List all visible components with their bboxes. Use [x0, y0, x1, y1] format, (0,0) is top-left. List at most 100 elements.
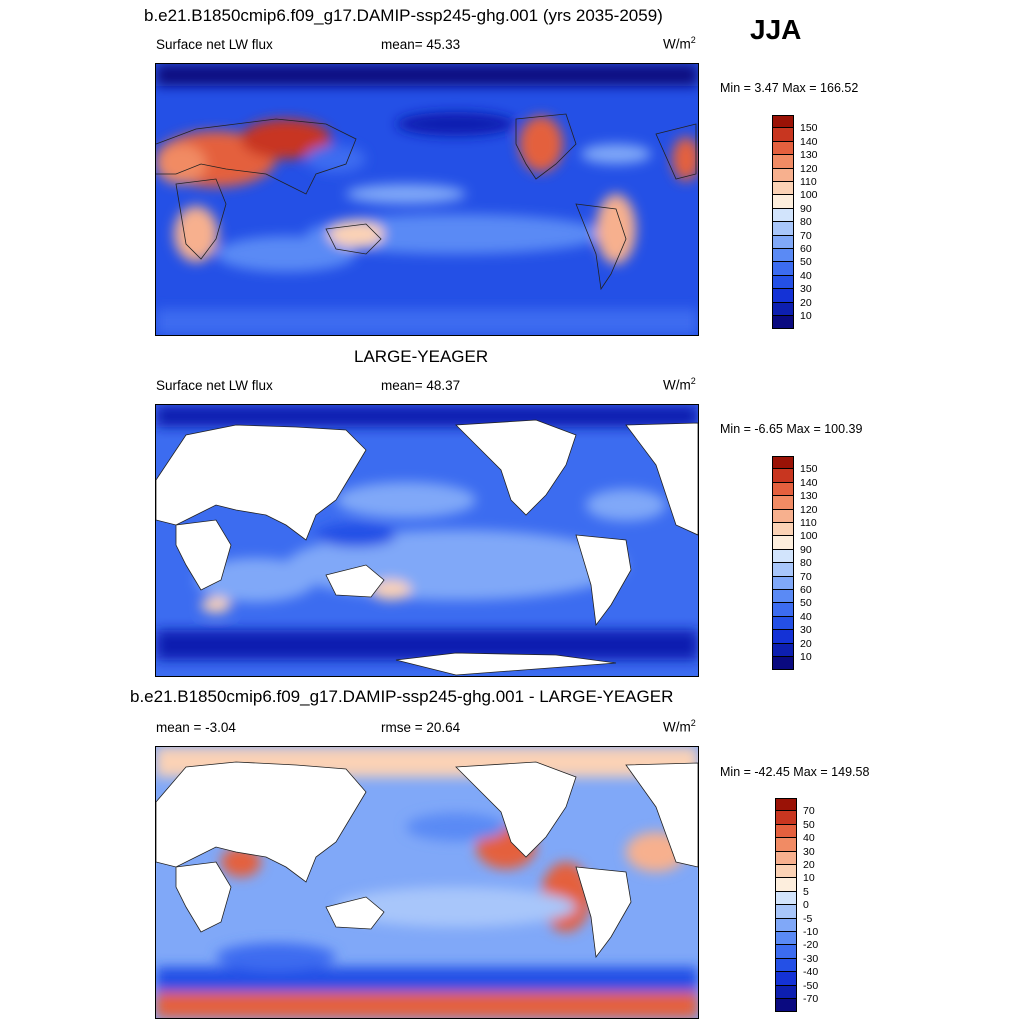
- colorbar-tick-label: 120: [800, 503, 818, 516]
- colorbar-tick-label: 80: [800, 557, 812, 570]
- panel3-map: [155, 746, 699, 1019]
- colorbar-tick-label: 130: [800, 149, 818, 162]
- colorbar-swatch: [772, 182, 794, 196]
- colorbar-tick-label: -50: [803, 979, 819, 992]
- colorbar-swatch: [775, 824, 797, 839]
- colorbar-tick-label: 40: [803, 832, 815, 845]
- colorbar-swatch: [772, 482, 794, 497]
- panel2-map: [155, 404, 699, 677]
- panel3-units: W/m2: [663, 718, 696, 735]
- colorbar-tick-label: -30: [803, 952, 819, 965]
- colorbar-swatch: [772, 115, 794, 129]
- colorbar-tick-label: 70: [800, 570, 812, 583]
- panel2-land: [156, 419, 698, 676]
- colorbar-swatch: [772, 249, 794, 263]
- panel1-coastlines: [156, 113, 697, 291]
- colorbar-tick-label: 30: [800, 624, 812, 637]
- colorbar-swatch: [772, 141, 794, 156]
- panel1-variable-label: Surface net LW flux: [156, 37, 273, 52]
- colorbar-tick-label: 140: [800, 476, 818, 489]
- colorbar-swatch: [772, 456, 794, 470]
- colorbar-tick-label: -70: [803, 993, 819, 1005]
- colorbar-swatch: [772, 603, 794, 617]
- colorbar-swatch: [772, 563, 794, 577]
- panel2-units: W/m2: [663, 376, 696, 393]
- colorbar-tick-label: 50: [803, 818, 815, 831]
- colorbar-swatch: [772, 208, 794, 223]
- colorbar-swatch: [772, 128, 794, 142]
- panel1-mean-label: mean= 45.33: [381, 37, 461, 52]
- colorbar-tick-label: 60: [800, 584, 812, 596]
- colorbar-swatch: [775, 918, 797, 932]
- colorbar-tick-label: 70: [803, 805, 815, 818]
- colorbar-swatch: [775, 811, 797, 825]
- colorbar-tick-label: 100: [800, 530, 818, 543]
- colorbar-swatch: [775, 891, 797, 906]
- colorbar-frame: [772, 456, 794, 671]
- colorbar-tick-label: 140: [800, 135, 818, 148]
- colorbar-tick-label: 10: [803, 872, 815, 885]
- colorbar-swatch: [775, 878, 797, 892]
- colorbar-tick-label: 20: [800, 296, 812, 309]
- colorbar-swatch: [772, 576, 794, 590]
- colorbar-tick-label: 150: [800, 463, 818, 476]
- colorbar-swatch: [775, 985, 797, 999]
- panel2-mean-label: mean= 48.37: [381, 378, 461, 393]
- colorbar-tick-label: -40: [803, 966, 819, 979]
- panel3-rmse-label: rmse = 20.64: [381, 720, 461, 735]
- colorbar-swatch: [772, 549, 794, 564]
- colorbar-tick-label: -10: [803, 926, 819, 938]
- panel3-land: [156, 761, 698, 959]
- colorbar-tick-label: 80: [800, 216, 812, 229]
- colorbar-tick-label: 30: [803, 845, 815, 858]
- colorbar-tick-label: 120: [800, 162, 818, 175]
- colorbar-swatch: [775, 958, 797, 973]
- panel3-minmax: Min = -42.45 Max = 149.58: [720, 765, 870, 779]
- panel1-units: W/m2: [663, 35, 696, 52]
- colorbar-tick-label: 60: [800, 243, 812, 255]
- colorbar-tick-label: 10: [800, 651, 812, 663]
- colorbar-swatch: [772, 195, 794, 209]
- colorbar-swatch: [772, 523, 794, 537]
- panel1-minmax: Min = 3.47 Max = 166.52: [720, 81, 859, 95]
- colorbar-swatch: [775, 972, 797, 986]
- colorbar-tick-label: 5: [803, 885, 809, 898]
- colorbar-swatch: [772, 469, 794, 483]
- colorbar-tick-label: 110: [800, 176, 817, 188]
- colorbar-swatch: [772, 155, 794, 169]
- colorbar-swatch: [775, 838, 797, 852]
- colorbar-tick-label: 90: [800, 543, 812, 556]
- colorbar-tick-label: 50: [800, 597, 812, 610]
- colorbar-tick-label: 110: [800, 517, 817, 529]
- colorbar-swatch: [772, 630, 794, 644]
- panel3-map-svg: [156, 747, 698, 1018]
- colorbar-tick-label: -20: [803, 939, 819, 952]
- colorbar-frame: [772, 115, 794, 330]
- colorbar-swatch: [775, 932, 797, 946]
- colorbar-tick-label: 100: [800, 189, 818, 202]
- colorbar-tick-label: 50: [800, 256, 812, 269]
- panel1-title: b.e21.B1850cmip6.f09_g17.DAMIP-ssp245-gh…: [144, 6, 663, 25]
- colorbar-swatch: [775, 905, 797, 919]
- colorbar-swatch: [772, 302, 794, 316]
- colorbar-tick-label: 40: [800, 610, 812, 623]
- colorbar-swatch: [775, 798, 797, 812]
- colorbar-swatch: [775, 865, 797, 879]
- colorbar-tick-label: 10: [800, 310, 812, 322]
- panel3-mean-label: mean = -3.04: [156, 720, 236, 735]
- panel2-variable-label: Surface net LW flux: [156, 378, 273, 393]
- colorbar-swatch: [772, 590, 794, 604]
- colorbar-tick-label: 20: [803, 859, 815, 871]
- panel2-title: LARGE-YEAGER: [354, 347, 489, 366]
- colorbar-tick-label: 0: [803, 899, 809, 912]
- colorbar-swatch: [772, 262, 794, 276]
- colorbar-swatch: [772, 616, 794, 631]
- colorbar-swatch: [775, 945, 797, 959]
- colorbar-frame: [775, 798, 797, 1013]
- colorbar-tick-label: 20: [800, 637, 812, 650]
- panel1-map-svg: [156, 64, 698, 335]
- season-label: JJA: [750, 14, 802, 45]
- colorbar-tick-label: 70: [800, 229, 812, 242]
- colorbar-swatch: [772, 496, 794, 510]
- colorbar-tick-label: -5: [803, 912, 813, 925]
